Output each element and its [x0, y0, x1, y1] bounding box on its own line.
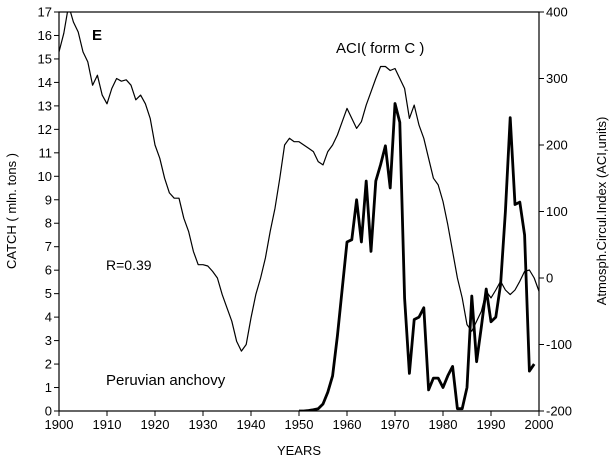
- right-y-tick-label: 300: [546, 71, 568, 86]
- right-y-tick-label: 0: [546, 271, 553, 286]
- left-y-tick-label: 0: [45, 404, 52, 419]
- left-y-tick-label: 5: [45, 286, 52, 301]
- x-tick-label: 1910: [93, 417, 122, 432]
- x-tick-label: 1940: [237, 417, 266, 432]
- left-y-tick-label: 3: [45, 333, 52, 348]
- left-y-tick-label: 9: [45, 192, 52, 207]
- left-y-tick-label: 12: [38, 122, 52, 137]
- right-y-axis: -200 -100 0 100 200 300 400: [539, 5, 572, 419]
- left-y-tick-label: 17: [38, 5, 52, 20]
- left-y-tick-label: 2: [45, 357, 52, 372]
- left-y-tick-label: 1: [45, 380, 52, 395]
- left-y-axis-title: CATCH ( mln. tons ): [4, 153, 19, 269]
- x-tick-label: 1900: [45, 417, 74, 432]
- left-y-tick-label: 10: [38, 169, 52, 184]
- left-y-tick-label: 6: [45, 263, 52, 278]
- x-tick-label: 1970: [381, 417, 410, 432]
- x-axis: 1900 1910 1920 1930 1940 1950 1960 1970 1980 1990…: [45, 411, 554, 432]
- panel-label: E: [92, 27, 102, 44]
- right-y-tick-label: 200: [546, 138, 568, 153]
- right-y-tick-label: 400: [546, 5, 568, 20]
- x-tick-label: 1990: [477, 417, 506, 432]
- left-y-tick-label: 15: [38, 51, 52, 66]
- x-tick-label: 2000: [525, 417, 554, 432]
- series-line-peruvian-anchovy: [299, 102, 536, 411]
- right-y-tick-label: 100: [546, 204, 568, 219]
- x-tick-label: 1950: [285, 417, 314, 432]
- aci-series-label: ACI( form C ): [336, 40, 424, 57]
- x-tick-label: 1920: [141, 417, 170, 432]
- left-y-tick-label: 4: [45, 310, 52, 325]
- right-y-tick-label: -200: [546, 404, 572, 419]
- series-line-aci-form-c: [59, 12, 539, 352]
- left-y-tick-label: 11: [39, 145, 53, 160]
- x-tick-label: 1930: [189, 417, 218, 432]
- x-axis-title: YEARS: [277, 443, 321, 458]
- left-y-tick-label: 13: [38, 98, 52, 113]
- x-tick-label: 1960: [333, 417, 362, 432]
- x-tick-label: 1980: [429, 417, 458, 432]
- right-y-axis-title: Atmosph.Circul.Index (ACI,units): [594, 117, 609, 306]
- r-value-annotation: R=0.39: [106, 257, 152, 273]
- right-y-tick-label: -100: [546, 337, 572, 352]
- left-y-tick-label: 16: [38, 28, 52, 43]
- left-y-tick-label: 8: [45, 216, 52, 231]
- anchovy-series-label: Peruvian anchovy: [106, 372, 226, 389]
- left-y-tick-label: 14: [38, 75, 52, 90]
- left-y-tick-label: 7: [45, 239, 52, 254]
